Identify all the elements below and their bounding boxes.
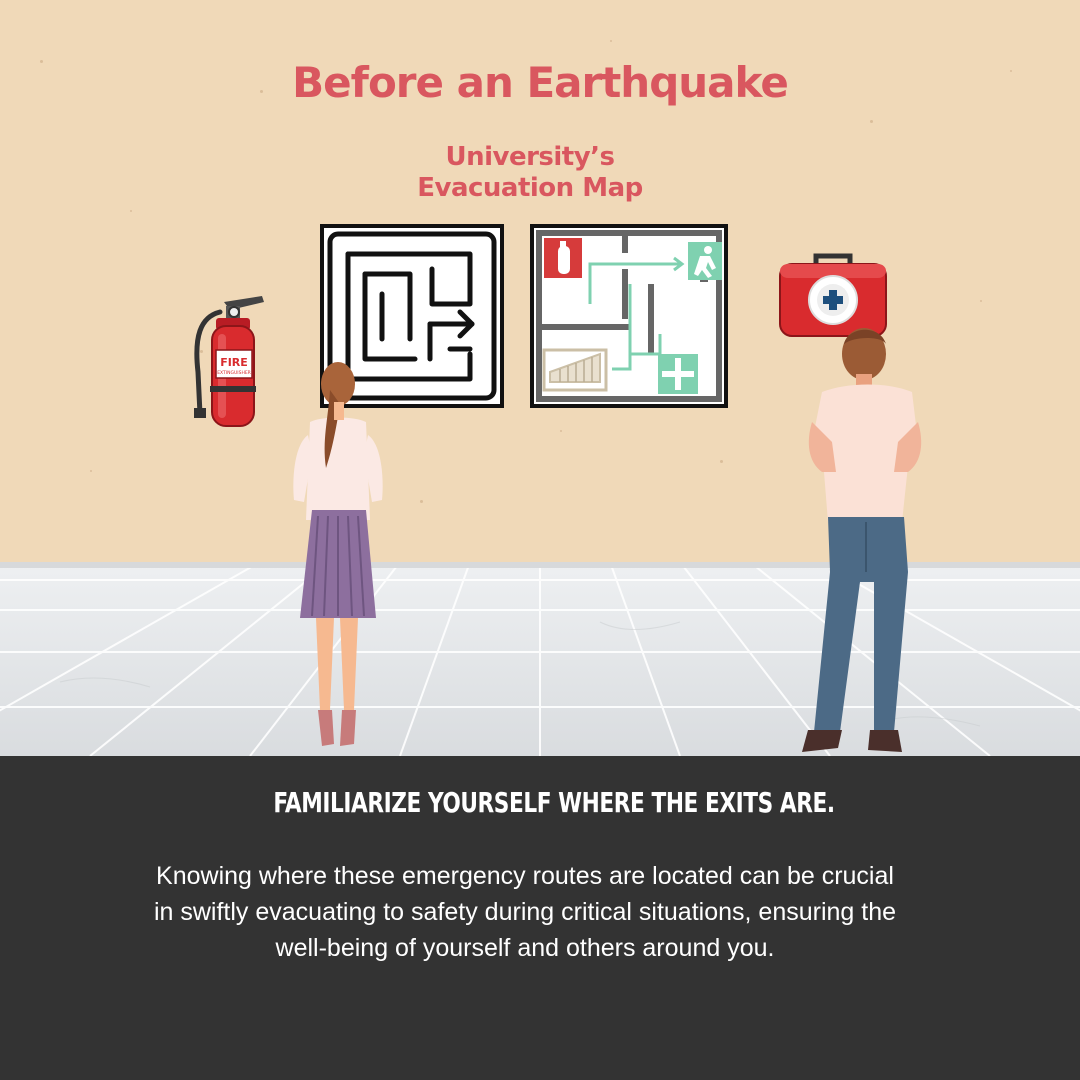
panel-body-text: Knowing where these emergency routes are…	[153, 862, 897, 962]
floor-trim	[0, 562, 1080, 568]
floor-plan-map-icon	[530, 224, 728, 408]
extinguisher-sublabel: EXTINGUISHER	[217, 370, 251, 376]
man-figure-illustration	[802, 328, 922, 752]
extinguisher-label: FIRE	[220, 356, 248, 369]
fire-extinguisher-icon: FIRE EXTINGUISHER	[194, 296, 264, 427]
first-aid-kit-icon	[779, 253, 887, 337]
woman-figure-illustration	[293, 362, 383, 746]
subtitle-line-2: Evacuation Map	[417, 173, 643, 203]
evacuation-map-subtitle: University’s Evacuation Map	[380, 142, 680, 204]
subtitle-line-1: University’s	[445, 142, 615, 172]
info-panel	[0, 756, 1080, 1080]
panel-headline: FAMILIARIZE YOURSELF WHERE THE EXITS ARE…	[273, 786, 835, 819]
page-title: Before an Earthquake	[292, 58, 789, 107]
